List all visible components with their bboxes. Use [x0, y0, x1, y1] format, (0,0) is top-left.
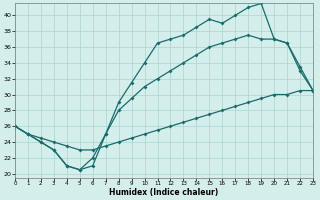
X-axis label: Humidex (Indice chaleur): Humidex (Indice chaleur) — [109, 188, 219, 197]
